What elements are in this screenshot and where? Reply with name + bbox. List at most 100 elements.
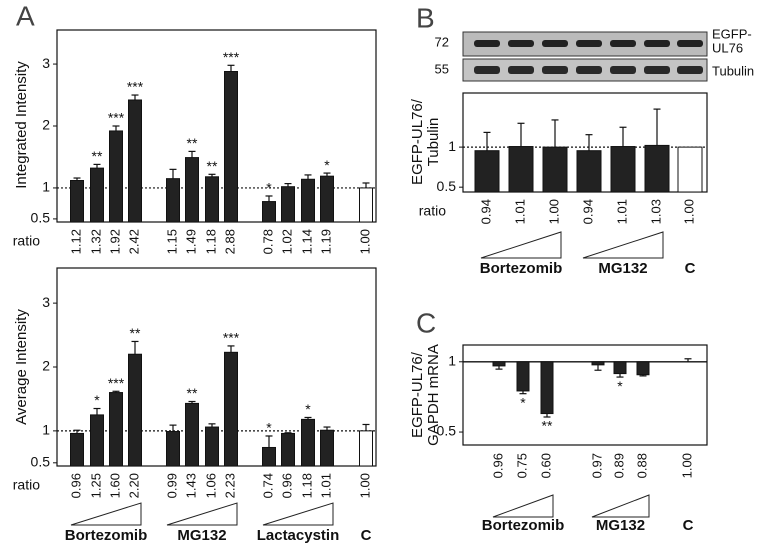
bar — [320, 175, 334, 223]
value-label: 1.00 — [679, 453, 694, 478]
y-axis-label: EGFP-UL76/ — [409, 98, 426, 185]
y-tick-label: 1 — [448, 138, 456, 154]
blot-band — [677, 40, 703, 47]
bar — [70, 432, 84, 467]
value-label: 1.18 — [299, 473, 314, 498]
bar — [224, 70, 238, 223]
significance: *** — [223, 330, 240, 346]
significance: * — [94, 392, 100, 408]
significance: *** — [108, 375, 125, 391]
dose-wedge — [70, 502, 142, 526]
y-tick-label: 0.5 — [31, 454, 51, 470]
bar — [205, 176, 219, 223]
value-label: 1.60 — [107, 473, 122, 498]
significance: *** — [108, 110, 125, 126]
ratio-label: ratio — [419, 203, 446, 219]
value-label: 0.89 — [611, 453, 626, 478]
blot-band — [508, 40, 534, 47]
group-label: Bortezomib — [480, 260, 563, 277]
value-label: 2.88 — [222, 229, 237, 254]
bar — [205, 426, 219, 467]
y-tick-label: 2 — [42, 358, 50, 374]
bar — [262, 446, 276, 467]
blot-band — [576, 66, 602, 74]
y-tick-label: 0.5 — [31, 210, 51, 226]
value-label: 0.94 — [580, 199, 595, 224]
marker-label: 72 — [435, 34, 449, 49]
value-label: 1.01 — [512, 199, 527, 224]
bar — [644, 144, 670, 193]
significance: * — [520, 394, 526, 410]
value-label: 0.60 — [538, 453, 553, 478]
y-tick-label: 0.5 — [437, 178, 457, 194]
dose-wedge — [591, 494, 650, 518]
dose-wedge — [582, 231, 664, 259]
bar — [359, 430, 373, 467]
plot-frame — [462, 344, 708, 446]
value-label: 1.03 — [648, 199, 663, 224]
group-label: Lactacystin — [257, 527, 340, 544]
value-label: 1.18 — [203, 229, 218, 254]
blot-label: UL76 — [712, 40, 743, 55]
value-label: 1.00 — [357, 473, 372, 498]
blot-band — [610, 40, 636, 47]
value-label: 0.75 — [514, 453, 529, 478]
significance: *** — [223, 49, 240, 65]
value-label: 0.78 — [260, 229, 275, 254]
group-label: Bortezomib — [482, 517, 565, 534]
significance: ** — [187, 135, 198, 151]
value-label: 1.01 — [614, 199, 629, 224]
bar — [542, 146, 568, 193]
blot-band — [474, 40, 500, 47]
y-axis-label: Tubulin — [425, 118, 442, 167]
y-tick-label: 3 — [42, 294, 50, 310]
bar — [320, 429, 334, 467]
y-axis-label: Integrated Intensity — [13, 61, 30, 189]
blot-band — [474, 66, 500, 74]
y-tick-label: 1 — [42, 422, 50, 438]
value-label: 1.49 — [183, 229, 198, 254]
bar — [591, 361, 605, 366]
dose-wedge — [492, 494, 554, 518]
value-label: 0.99 — [164, 473, 179, 498]
significance: * — [266, 180, 272, 196]
value-label: 2.42 — [126, 229, 141, 254]
bar — [610, 146, 636, 193]
bar — [281, 186, 295, 223]
bar — [262, 201, 276, 223]
significance: ** — [92, 148, 103, 164]
blot-band — [677, 66, 703, 74]
bar — [90, 167, 104, 223]
value-label: 0.88 — [634, 453, 649, 478]
value-label: 0.74 — [260, 473, 275, 498]
bar — [109, 130, 123, 223]
value-label: 1.12 — [68, 229, 83, 254]
significance: * — [324, 157, 330, 173]
bar — [185, 402, 199, 467]
bar — [508, 146, 534, 193]
significance: ** — [130, 325, 141, 341]
value-label: 0.97 — [589, 453, 604, 478]
panel-letter: C — [416, 307, 436, 338]
blot-band — [610, 66, 636, 74]
value-label: 2.20 — [126, 473, 141, 498]
bar — [540, 361, 554, 415]
significance: ** — [207, 158, 218, 174]
value-label: 0.96 — [68, 473, 83, 498]
blot-band — [508, 66, 534, 74]
significance: * — [266, 420, 272, 436]
value-label: 1.15 — [164, 229, 179, 254]
y-tick-label: 3 — [42, 55, 50, 71]
bar — [90, 414, 104, 467]
panel-letter: B — [416, 2, 435, 33]
bar — [70, 180, 84, 223]
ratio-label: ratio — [13, 477, 40, 493]
group-label: Bortezomib — [65, 527, 148, 544]
bar — [516, 361, 530, 392]
value-label: 0.96 — [279, 473, 294, 498]
bar — [109, 392, 123, 467]
dose-wedge — [166, 502, 238, 526]
blot-label: EGFP- — [712, 26, 752, 41]
value-label: 0.96 — [490, 453, 505, 478]
